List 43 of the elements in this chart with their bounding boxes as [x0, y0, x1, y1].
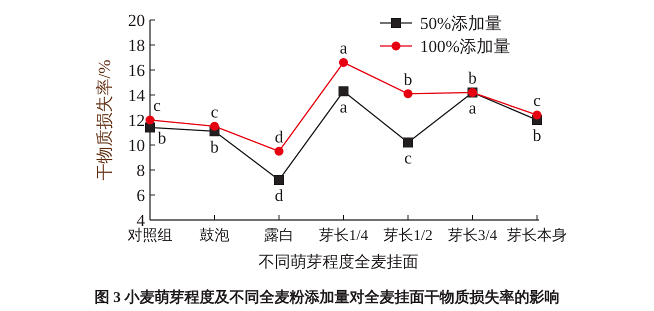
- point: [532, 110, 542, 120]
- point: [210, 122, 219, 131]
- data-label: b: [158, 128, 166, 148]
- point: [339, 58, 348, 67]
- point: [338, 86, 348, 96]
- x-tick-label: 芽长1/2: [383, 227, 433, 244]
- text: 图 3 小麦萌芽程度及不同全麦粉添加量对全麦挂面干物质损失率的影响: [94, 288, 560, 306]
- data-label: c: [533, 91, 542, 110]
- data-label: a: [340, 38, 348, 58]
- data-label: d: [274, 186, 284, 205]
- x-tick-label: 芽长1/4: [318, 227, 369, 244]
- data-label: a: [468, 98, 477, 118]
- data-label: a: [340, 97, 348, 116]
- y-tick-label: 8: [136, 161, 145, 180]
- data-label: b: [210, 137, 219, 156]
- x-tick-label: 露白: [264, 227, 294, 244]
- point: [274, 146, 284, 156]
- y-tick-label: 10: [128, 136, 145, 155]
- y-tick-label: 16: [128, 61, 145, 80]
- y-tick-label: 12: [128, 111, 145, 130]
- y-tick-label: 14: [128, 86, 146, 105]
- point: [274, 175, 284, 185]
- x-tick-label: 对照组: [128, 227, 172, 244]
- data-label: d: [274, 127, 284, 146]
- y-tick-label: 20: [128, 11, 145, 30]
- data-label: b: [468, 68, 477, 88]
- legend-label: 100%添加量: [420, 37, 511, 56]
- y-axis-title: 干物质损失率/%: [95, 60, 114, 180]
- data-label: b: [532, 126, 542, 145]
- point: [403, 138, 413, 148]
- x-tick-label: 芽长3/4: [448, 227, 498, 244]
- point: [146, 116, 154, 124]
- data-label: b: [404, 70, 412, 89]
- x-tick-label: 鼓泡: [200, 227, 230, 244]
- legend-label: 50%添加量: [420, 14, 502, 33]
- x-tick-label: 芽长本身: [507, 227, 567, 244]
- data-label: c: [210, 102, 219, 122]
- data-label: c: [404, 148, 412, 168]
- y-tick-label: 18: [128, 36, 145, 55]
- data-label: c: [153, 96, 162, 115]
- y-tick-label: 6: [136, 186, 145, 205]
- x-axis-title: 不同萌芽程度全麦挂面: [258, 253, 418, 271]
- point: [404, 89, 412, 98]
